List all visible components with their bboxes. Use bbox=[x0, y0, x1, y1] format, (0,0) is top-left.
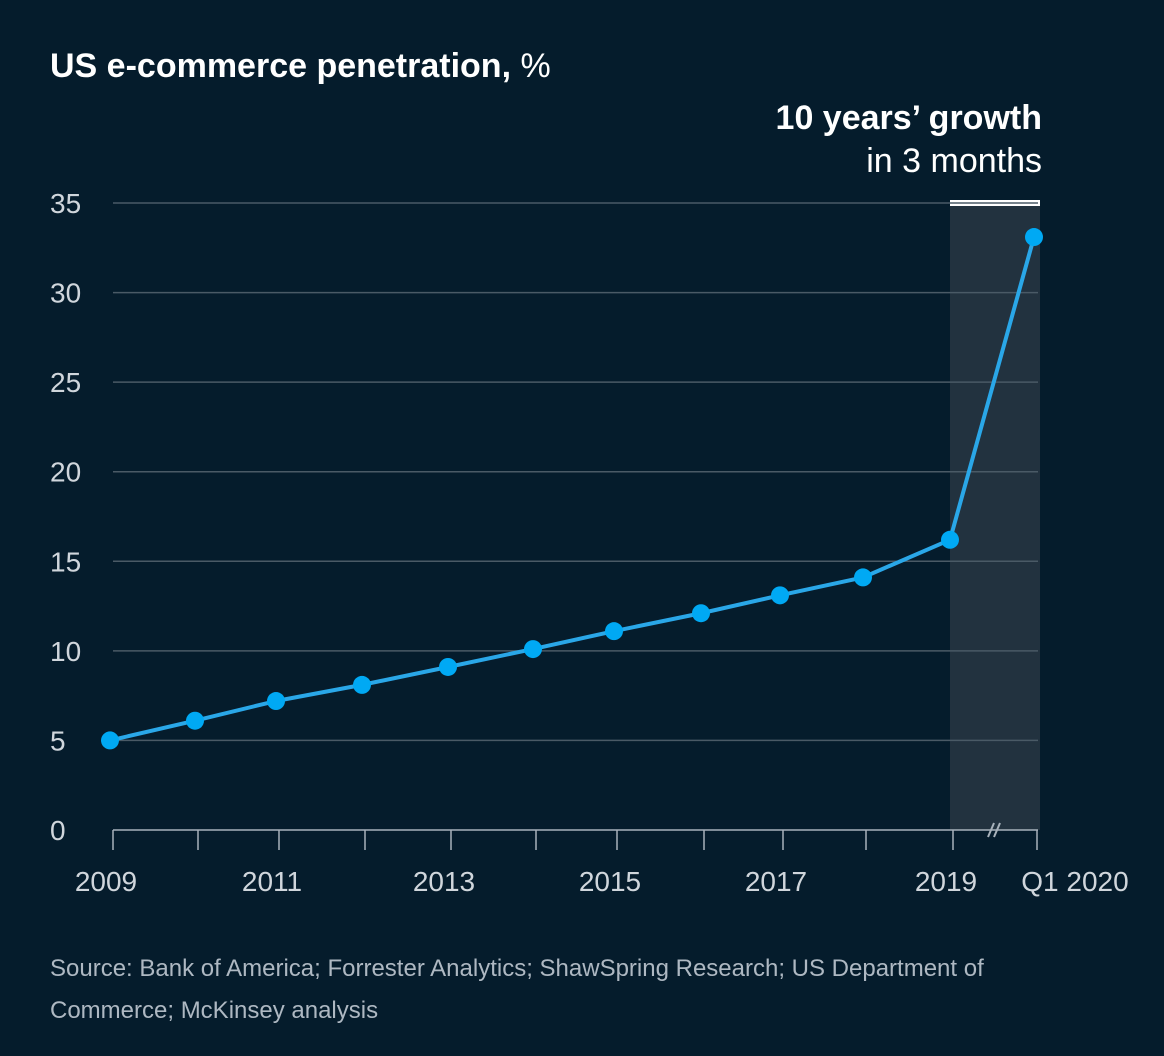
axis-break-mark bbox=[993, 822, 1001, 838]
data-point-2018 bbox=[854, 568, 872, 587]
y-tick-label: 5 bbox=[50, 725, 66, 756]
callout-subline: in 3 months bbox=[866, 142, 1042, 180]
chart-title: US e-commerce penetration, % bbox=[50, 44, 551, 88]
data-point-2013 bbox=[439, 657, 457, 676]
data-point-2009 bbox=[101, 731, 119, 750]
y-tick-label: 10 bbox=[50, 636, 81, 667]
highlight-callout: 10 years’ growth in 3 months bbox=[776, 96, 1042, 182]
x-tick-label: 2015 bbox=[579, 866, 641, 897]
data-point-2012 bbox=[353, 675, 371, 694]
data-point-2010 bbox=[186, 711, 204, 730]
callout-headline: 10 years’ growth bbox=[775, 99, 1042, 137]
x-tick-label: Q1 2020 bbox=[1021, 866, 1128, 897]
data-point-2015 bbox=[605, 622, 623, 641]
data-point-q1-2020 bbox=[1025, 228, 1043, 247]
x-tick-label: 2019 bbox=[915, 866, 977, 897]
x-tick-label: 2011 bbox=[242, 866, 302, 897]
data-point-2019 bbox=[941, 530, 959, 549]
y-tick-label: 30 bbox=[50, 278, 81, 309]
data-point-2016 bbox=[692, 604, 710, 623]
data-point-2014 bbox=[524, 640, 542, 659]
chart-title-main: US e-commerce penetration, bbox=[50, 47, 512, 85]
y-tick-label: 35 bbox=[50, 188, 81, 219]
data-point-2011 bbox=[267, 692, 285, 711]
y-tick-label: 0 bbox=[50, 815, 66, 846]
y-tick-label: 15 bbox=[50, 546, 81, 577]
y-tick-label: 25 bbox=[50, 367, 81, 398]
chart-title-unit: % bbox=[520, 47, 551, 85]
data-point-2017 bbox=[771, 586, 789, 605]
source-note: Source: Bank of America; Forrester Analy… bbox=[50, 955, 984, 1024]
highlight-band bbox=[950, 203, 1040, 830]
x-tick-label: 2017 bbox=[745, 866, 807, 897]
y-tick-label: 20 bbox=[50, 457, 81, 488]
series-line bbox=[109, 236, 1036, 743]
axis-break-mark bbox=[987, 822, 995, 838]
x-tick-label: 2009 bbox=[75, 866, 137, 897]
x-tick-label: 2013 bbox=[413, 866, 475, 897]
